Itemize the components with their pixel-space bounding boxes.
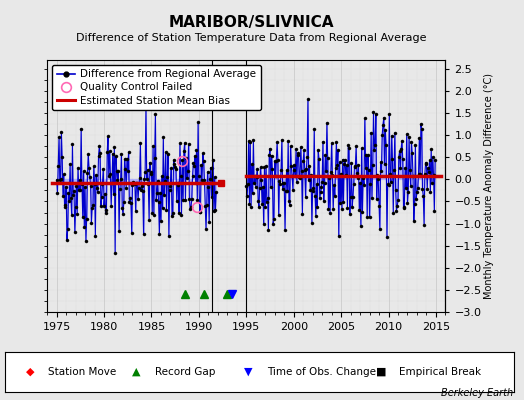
Legend: Difference from Regional Average, Quality Control Failed, Estimated Station Mean: Difference from Regional Average, Qualit…: [52, 65, 260, 110]
Text: ■: ■: [376, 367, 387, 377]
Text: Empirical Break: Empirical Break: [399, 367, 481, 377]
Text: ▲: ▲: [132, 367, 141, 377]
Text: Difference of Station Temperature Data from Regional Average: Difference of Station Temperature Data f…: [77, 33, 427, 43]
Text: Record Gap: Record Gap: [155, 367, 215, 377]
Text: ◆: ◆: [26, 367, 34, 377]
Text: Berkeley Earth: Berkeley Earth: [441, 388, 514, 398]
Y-axis label: Monthly Temperature Anomaly Difference (°C): Monthly Temperature Anomaly Difference (…: [484, 73, 494, 299]
Text: MARIBOR/SLIVNICA: MARIBOR/SLIVNICA: [169, 14, 334, 30]
Text: Time of Obs. Change: Time of Obs. Change: [267, 367, 376, 377]
Text: Station Move: Station Move: [48, 367, 117, 377]
Text: ▼: ▼: [244, 367, 253, 377]
